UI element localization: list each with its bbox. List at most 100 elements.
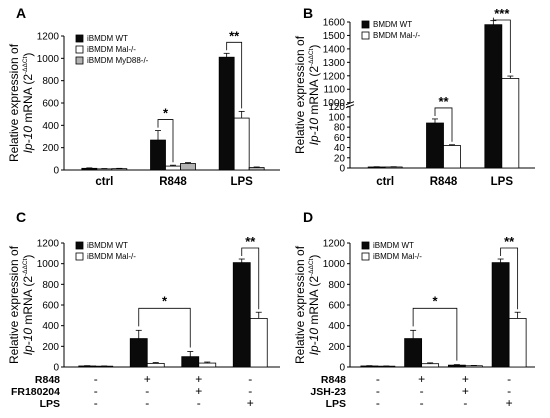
y-tick-label: 1000 — [323, 98, 346, 109]
bar-ibmdm-mal--0 — [96, 168, 113, 171]
significance-bracket — [226, 41, 243, 109]
x-category-label: R848 — [159, 176, 187, 188]
legend-swatch — [75, 34, 84, 43]
bar-ibmdm-wt-1 — [129, 338, 148, 368]
condition-sign: + — [247, 396, 254, 410]
bar-bmdm-mal--2 — [501, 78, 520, 169]
chart-panel-c: C Relative expression of Ip-10 mRNA (2-ΔΔC… — [7, 209, 280, 410]
bar-ibmdm-wt-2 — [181, 356, 200, 368]
y-tick-label: 1000 — [323, 259, 346, 270]
y-label-close: ) — [21, 53, 35, 57]
y-tick-label: 1300 — [323, 58, 346, 69]
bar-ibmdm-mal--2 — [464, 365, 483, 368]
bar-ibmdm-wt-1 — [404, 338, 423, 368]
significance-star: * — [163, 106, 169, 121]
legend: iBMDM WT iBMDM Mal-/- — [75, 241, 136, 261]
y-axis-label: Relative expression of Ip-10 mRNA (2-ΔΔCt… — [7, 245, 35, 364]
x-category-label: R848 — [430, 176, 458, 188]
significance-bracket — [138, 307, 191, 348]
x-category-label: LPS — [491, 176, 514, 188]
bar-ibmdm-mal--3 — [249, 318, 268, 368]
bar-ibmdm-mal--1 — [146, 362, 165, 368]
y-tick-label: 1400 — [323, 44, 346, 55]
y-tick-label: 200 — [42, 342, 59, 353]
condition-sign: + — [506, 396, 513, 410]
condition-sign: + — [195, 384, 202, 398]
x-category-label: ctrl — [376, 176, 394, 188]
y-tick-label: 1600 — [323, 18, 346, 29]
condition-sign: - — [248, 372, 252, 386]
y-tick-label: 1200 — [37, 32, 60, 43]
condition-label: JSH-23 — [310, 386, 346, 398]
legend: iBMDM WT iBMDM Mal-/- iBMDM MyD88-/- — [75, 34, 149, 65]
y-tick-label: 0 — [339, 164, 345, 175]
legend-swatch — [361, 252, 370, 261]
condition-sign: - — [248, 384, 252, 398]
legend: iBMDM WT iBMDM Mal-/- — [361, 241, 422, 261]
y-tick-label: 800 — [328, 280, 345, 291]
bar-ibmdm-wt-3 — [232, 262, 251, 368]
bar-ibmdm-mal--1 — [421, 363, 440, 368]
panel-letter: A — [16, 5, 26, 21]
significance-bracket — [434, 107, 453, 142]
significance-bracket — [157, 119, 174, 163]
legend-entry: iBMDM WT — [373, 241, 414, 250]
axes: 0 200 400 600 800 1000 1200 — [37, 239, 280, 374]
chart-panel-d: D Relative expression of Ip-10 mRNA (2-ΔΔC… — [293, 209, 535, 410]
significance-bracket — [241, 247, 260, 310]
bar-bmdm-wt-2 — [484, 24, 503, 169]
bar-ibmdm-myd88--1 — [180, 163, 196, 171]
condition-label: R848 — [321, 374, 346, 386]
condition-sign: - — [197, 396, 201, 410]
y-label-gene: Ip-10 — [307, 328, 321, 356]
legend-swatch — [75, 241, 84, 250]
legend: BMDM WT BMDM Mal-/- — [361, 20, 420, 40]
significance-star: ** — [229, 28, 240, 43]
y-tick-label: 60 — [334, 133, 346, 144]
significance: ***** — [434, 6, 511, 142]
significance: *** — [157, 28, 243, 163]
y-tick-label: 20 — [334, 153, 346, 164]
bar-ibmdm-wt-3 — [491, 262, 510, 368]
y-tick-label: 800 — [42, 76, 59, 87]
legend-entry: BMDM WT — [373, 20, 412, 29]
y-label-gene: Ip-10 — [21, 126, 35, 154]
y-tick-label: 600 — [42, 99, 59, 110]
condition-sign: - — [420, 384, 424, 398]
legend-entry: iBMDM WT — [87, 34, 128, 43]
condition-sign: - — [376, 396, 380, 410]
y-tick-label: 1200 — [37, 239, 60, 250]
condition-sign: - — [376, 384, 380, 398]
bar-ibmdm-wt-0 — [81, 167, 98, 171]
significance-star: *** — [494, 6, 510, 21]
y-axis-label-line2: Ip-10 mRNA (2-ΔΔCt) — [307, 255, 321, 356]
significance: *** — [138, 234, 260, 348]
y-axis-label-line2: Ip-10 mRNA (2-ΔΔCt) — [21, 53, 35, 154]
bars — [81, 52, 265, 171]
condition-sign: + — [418, 372, 425, 386]
y-axis-label-line1: Relative expression of — [7, 43, 21, 162]
y-tick-label: 1100 — [323, 85, 345, 96]
legend-entry: iBMDM Mal-/- — [87, 252, 136, 261]
legend-swatch — [361, 31, 370, 40]
condition-sign: - — [507, 384, 511, 398]
bar-bmdm-wt-0 — [367, 166, 386, 169]
panel-letter: B — [303, 5, 313, 21]
y-label-superscript: -ΔΔCt — [308, 48, 315, 66]
condition-sign: - — [376, 372, 380, 386]
bars — [367, 20, 520, 169]
bar-bmdm-mal--1 — [443, 145, 461, 169]
bar-ibmdm-wt-2 — [447, 364, 466, 368]
bar-bmdm-wt-1 — [426, 122, 444, 169]
bar-ibmdm-mal--1 — [165, 165, 181, 171]
y-axis-label-line2: Ip-10 mRNA (2-ΔΔCt) — [307, 45, 321, 146]
significance-star: ** — [504, 234, 515, 249]
y-tick-label: 0 — [339, 363, 345, 374]
condition-sign: - — [145, 384, 149, 398]
significance-bracket — [412, 307, 458, 361]
y-label-gene: Ip-10 — [307, 118, 321, 146]
significance-bracket — [492, 17, 511, 74]
bar-ibmdm-mal--3 — [508, 318, 527, 368]
